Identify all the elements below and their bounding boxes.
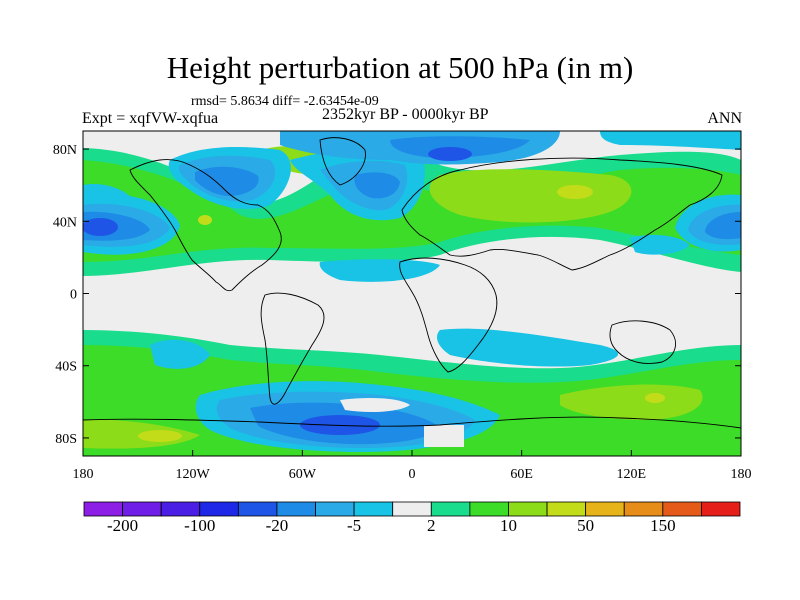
lon-tick-label: 60W xyxy=(289,467,317,482)
colorbar-swatch xyxy=(701,501,741,517)
coastline-europe-asia xyxy=(401,157,723,271)
colorbar-swatch xyxy=(315,501,355,517)
colorbar-swatch xyxy=(276,501,316,517)
coastline-australia xyxy=(609,320,677,364)
colorbar-swatch xyxy=(623,501,664,517)
colorbar-label: 2 xyxy=(427,516,436,535)
colorbar-swatch xyxy=(160,501,201,517)
colorbar-swatch xyxy=(237,501,278,517)
colorbar-swatch xyxy=(122,501,162,517)
colorbar-swatch xyxy=(83,501,123,517)
coastline-greenland xyxy=(319,137,366,186)
colorbar-label: 50 xyxy=(577,516,595,535)
lon-tick-label: 180 xyxy=(731,467,752,482)
colorbar-swatch xyxy=(546,501,587,517)
colorbar-swatch xyxy=(662,501,702,517)
coastline-north-america xyxy=(129,159,282,292)
coastline-africa xyxy=(399,257,498,373)
colorbar-label: 150 xyxy=(650,516,676,535)
lat-tick-label: 0 xyxy=(70,288,77,303)
negative-anomaly-regions xyxy=(83,131,741,452)
colorbar-swatch xyxy=(585,501,625,517)
coastlines xyxy=(83,137,741,429)
anomaly-field xyxy=(83,131,741,456)
lat-tick-label: 80S xyxy=(55,432,77,447)
colorbar-label: -5 xyxy=(347,516,362,535)
colorbar-swatch xyxy=(469,501,509,517)
lat-tick-label: 40N xyxy=(53,215,77,230)
lon-tick-label: 0 xyxy=(409,467,416,482)
experiment-label: Expt = xqfVW-xqfua xyxy=(82,110,219,127)
colorbar-label: -100 xyxy=(184,516,216,535)
lat-tick-label: 80N xyxy=(53,143,77,158)
lon-tick-label: 120E xyxy=(617,467,647,482)
lat-tick-label: 40S xyxy=(55,360,77,375)
lon-tick-label: 60E xyxy=(510,467,533,482)
map-title: Height perturbation at 500 hPa (in m) xyxy=(166,50,634,85)
stats-text: rmsd= 5.8634 diff= -2.63454e-09 xyxy=(191,94,379,109)
colorbar-swatch xyxy=(430,501,471,517)
colorbar-label: -20 xyxy=(265,516,289,535)
colorbar-swatch xyxy=(199,501,239,517)
longitude-axis: 180 120W 60W 0 60E 120E 180 xyxy=(73,450,752,482)
latitude-axis: 80N 40N 0 40S 80S xyxy=(53,143,741,447)
colorbar-swatch xyxy=(508,501,548,517)
colorbar-label: 10 xyxy=(499,516,517,535)
coastline-south-america xyxy=(260,292,325,405)
coastline-antarctica xyxy=(83,416,741,429)
colorbar-label: -200 xyxy=(106,516,139,535)
colorbar-swatch xyxy=(392,501,432,517)
colorbar-swatch xyxy=(353,501,394,517)
season-label: ANN xyxy=(707,110,742,127)
lon-tick-label: 180 xyxy=(73,467,94,482)
lon-tick-label: 120W xyxy=(176,467,211,482)
period-text: 2352kyr BP - 0000kyr BP xyxy=(322,106,489,123)
colorbar xyxy=(83,501,741,517)
